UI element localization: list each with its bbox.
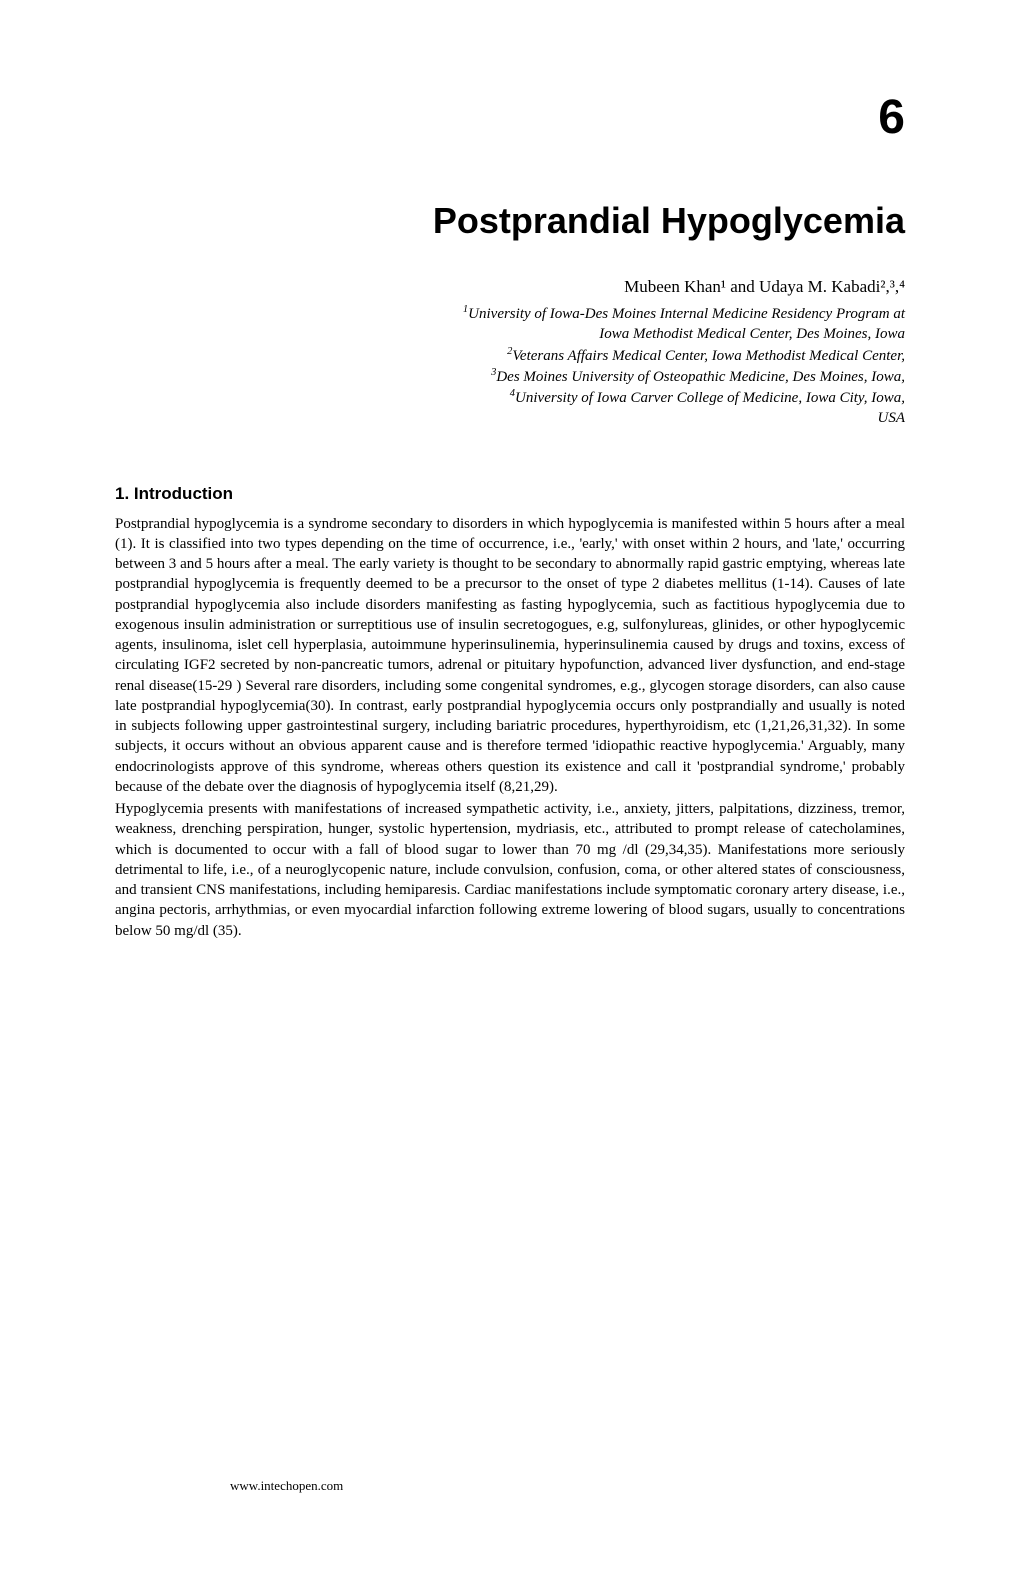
section-heading-introduction: 1. Introduction [115,484,905,504]
body-paragraph-1: Postprandial hypoglycemia is a syndrome … [115,514,905,798]
authors-line: Mubeen Khan¹ and Udaya M. Kabadi²,³,⁴ [115,277,905,297]
affiliations-block: 1University of Iowa-Des Moines Internal … [115,303,905,429]
footer-url: www.intechopen.com [230,1478,343,1494]
affiliation-line-5: 4University of Iowa Carver College of Me… [115,387,905,408]
affiliation-line-3: 2Veterans Affairs Medical Center, Iowa M… [115,345,905,366]
chapter-number: 6 [115,90,905,145]
affiliation-text-4: Des Moines University of Osteopathic Med… [496,369,905,385]
chapter-title: Postprandial Hypoglycemia [115,200,905,242]
page-container: 6 Postprandial Hypoglycemia Mubeen Khan¹… [115,90,905,1529]
affiliation-line-2: Iowa Methodist Medical Center, Des Moine… [115,324,905,344]
body-paragraph-2: Hypoglycemia presents with manifestation… [115,799,905,941]
affiliation-text-5: University of Iowa Carver College of Med… [515,390,905,406]
affiliation-line-1: 1University of Iowa-Des Moines Internal … [115,303,905,324]
affiliation-line-6: USA [115,408,905,428]
affiliation-line-4: 3Des Moines University of Osteopathic Me… [115,366,905,387]
affiliation-text-1: University of Iowa-Des Moines Internal M… [468,306,905,322]
affiliation-text-3: Veterans Affairs Medical Center, Iowa Me… [512,348,905,364]
